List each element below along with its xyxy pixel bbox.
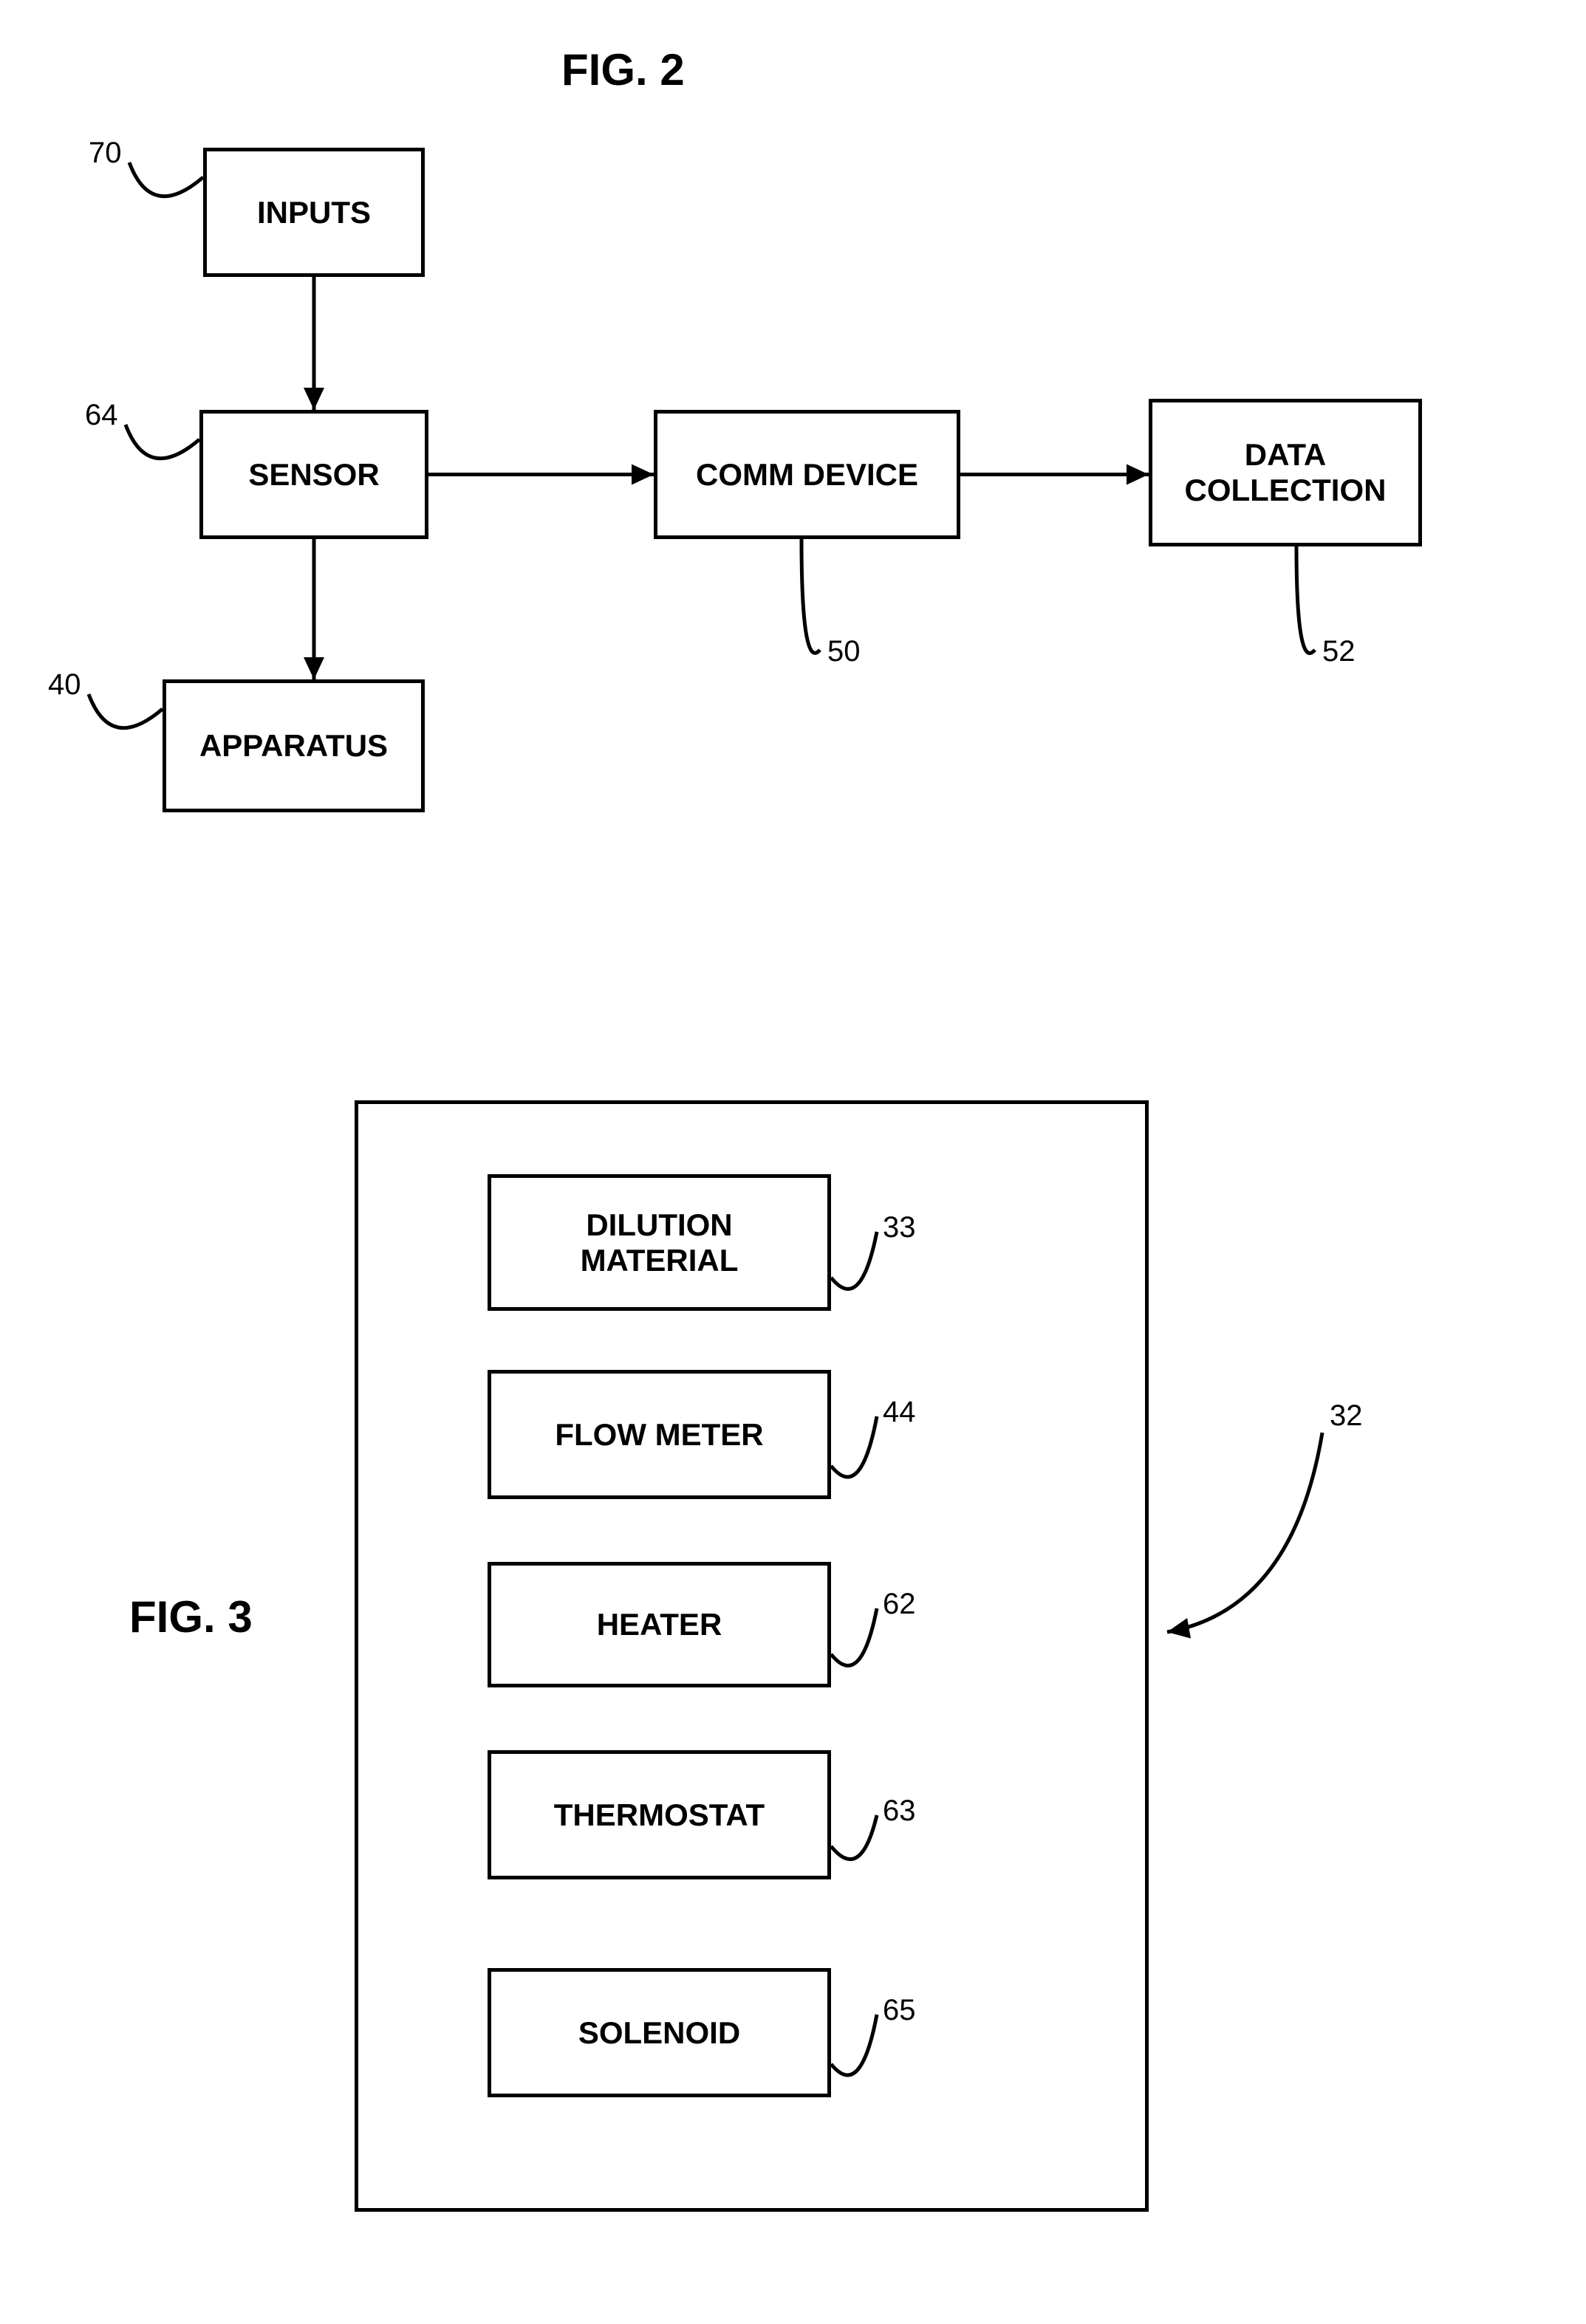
fig3-container-ref: 32	[1330, 1399, 1363, 1433]
fig3-item-2-ref: 62	[883, 1588, 916, 1621]
fig2-comm-box: COMM DEVICE	[654, 410, 960, 539]
fig2-sensor-ref: 64	[85, 399, 118, 432]
fig3-item-1-box: FLOW METER	[488, 1370, 831, 1499]
fig3-item-0-box: DILUTION MATERIAL	[488, 1174, 831, 1311]
fig2-apparatus-box: APPARATUS	[163, 679, 425, 812]
fig3-item-2-box: HEATER	[488, 1562, 831, 1687]
fig3-item-1-ref: 44	[883, 1396, 916, 1429]
fig2-inputs-box-label: INPUTS	[257, 195, 371, 230]
fig2-comm-box-label: COMM DEVICE	[696, 457, 918, 493]
fig3-item-0-ref: 33	[883, 1211, 916, 1244]
fig3-item-3-ref: 63	[883, 1795, 916, 1828]
fig2-sensor-box-label: SENSOR	[248, 457, 379, 493]
fig2-apparatus-box-label: APPARATUS	[199, 728, 388, 764]
fig2-data-ref: 52	[1322, 635, 1356, 668]
fig2-inputs-box: INPUTS	[203, 148, 425, 277]
fig2-comm-ref: 50	[827, 635, 861, 668]
fig3-item-4-ref: 65	[883, 1994, 916, 2027]
fig3-item-3-box-label: THERMOSTAT	[554, 1797, 765, 1833]
fig2-title: FIG. 2	[561, 44, 685, 95]
fig3-item-0-box-label: DILUTION MATERIAL	[581, 1207, 739, 1278]
fig3-item-3-box: THERMOSTAT	[488, 1750, 831, 1879]
fig2-data-box: DATA COLLECTION	[1149, 399, 1422, 546]
fig2-apparatus-ref: 40	[48, 668, 81, 702]
fig2-inputs-ref: 70	[89, 137, 122, 170]
fig3-item-2-box-label: HEATER	[597, 1607, 722, 1642]
fig3-title: FIG. 3	[129, 1591, 253, 1642]
fig2-data-box-label: DATA COLLECTION	[1185, 437, 1387, 508]
fig3-item-4-box: SOLENOID	[488, 1968, 831, 2097]
fig3-item-1-box-label: FLOW METER	[555, 1417, 763, 1453]
fig2-sensor-box: SENSOR	[199, 410, 428, 539]
fig3-item-4-box-label: SOLENOID	[578, 2015, 740, 2051]
